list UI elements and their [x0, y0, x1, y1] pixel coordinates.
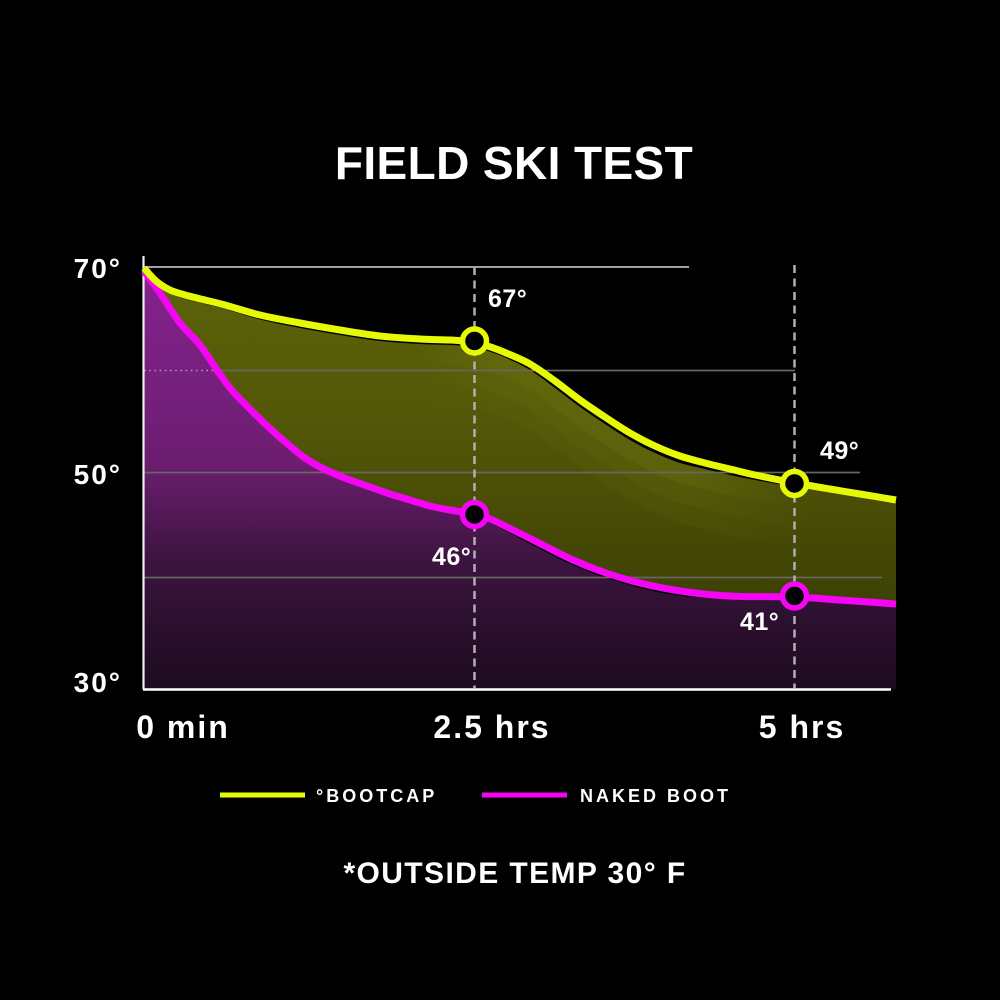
svg-text:FIELD SKI TEST: FIELD SKI TEST — [335, 137, 693, 189]
svg-text:0 min: 0 min — [136, 709, 230, 745]
svg-text:*OUTSIDE TEMP 30° F: *OUTSIDE TEMP 30° F — [343, 857, 686, 890]
svg-text:NAKED BOOT: NAKED BOOT — [580, 786, 731, 806]
svg-text:70°: 70° — [74, 253, 122, 284]
svg-text:°BOOTCAP: °BOOTCAP — [316, 786, 437, 806]
svg-text:49°: 49° — [820, 437, 859, 465]
svg-text:30°: 30° — [74, 667, 122, 698]
svg-text:46°: 46° — [432, 543, 471, 571]
svg-text:5 hrs: 5 hrs — [759, 709, 845, 745]
svg-text:41°: 41° — [740, 608, 779, 636]
svg-text:50°: 50° — [74, 459, 122, 490]
svg-text:2.5 hrs: 2.5 hrs — [433, 709, 550, 745]
svg-text:67°: 67° — [488, 285, 527, 313]
